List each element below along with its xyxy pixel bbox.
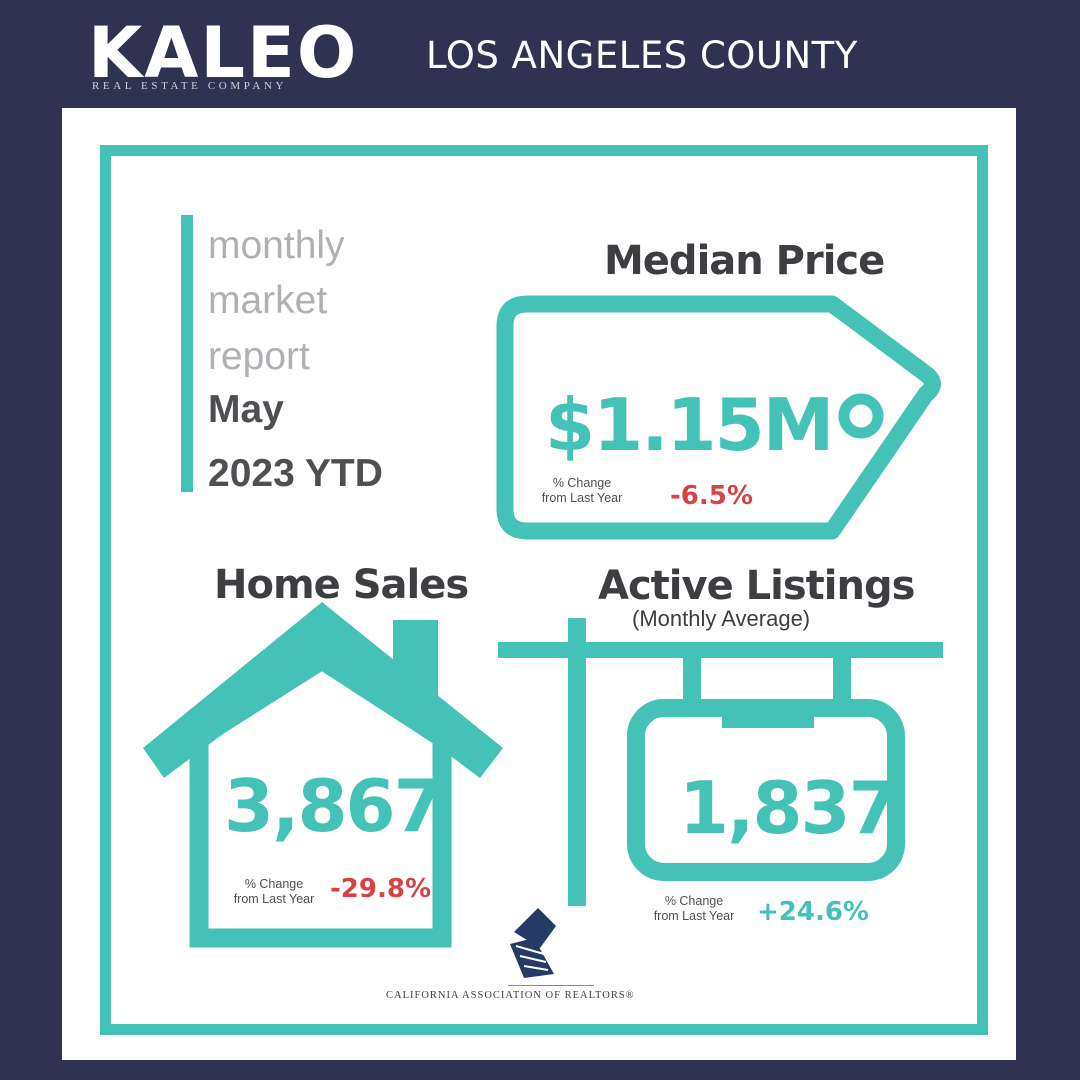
report-label-line-2: market: [208, 279, 328, 322]
report-label-line-3: report: [208, 335, 310, 378]
active-listings-subtitle: (Monthly Average): [632, 606, 811, 631]
active-listings-title: Active Listings: [598, 563, 915, 609]
footer-divider: [508, 985, 594, 986]
association-name: CALIFORNIA ASSOCIATION OF REALTORS®: [386, 990, 635, 1001]
median-price-title: Median Price: [604, 238, 885, 284]
median-price-change-value: -6.5%: [670, 481, 753, 511]
home-sales-value: 3,867: [224, 764, 444, 848]
median-price-change-label: % Change from Last Year: [541, 476, 623, 505]
report-month: May: [208, 388, 284, 431]
active-listings-change-value: +24.6%: [757, 897, 869, 927]
report-label-line-1: monthly: [208, 224, 345, 267]
median-price-value: $1.15M: [545, 383, 834, 467]
active-listings-change-label: % Change from Last Year: [653, 894, 735, 923]
home-sales-change-value: -29.8%: [330, 874, 431, 904]
report-panel: [62, 108, 1016, 1060]
home-sales-title: Home Sales: [214, 562, 469, 608]
report-accent-bar: [181, 215, 193, 492]
company-logo: KALEO: [88, 12, 359, 94]
region-title: LOS ANGELES COUNTY: [426, 34, 858, 77]
active-listings-value: 1,837: [679, 766, 899, 850]
company-logo-subtitle: REAL ESTATE COMPANY: [92, 80, 288, 92]
realtors-association-logo: [510, 908, 556, 978]
home-sales-change-label: % Change from Last Year: [233, 877, 315, 906]
report-period: 2023 YTD: [208, 452, 383, 495]
report-frame: [100, 145, 988, 1035]
